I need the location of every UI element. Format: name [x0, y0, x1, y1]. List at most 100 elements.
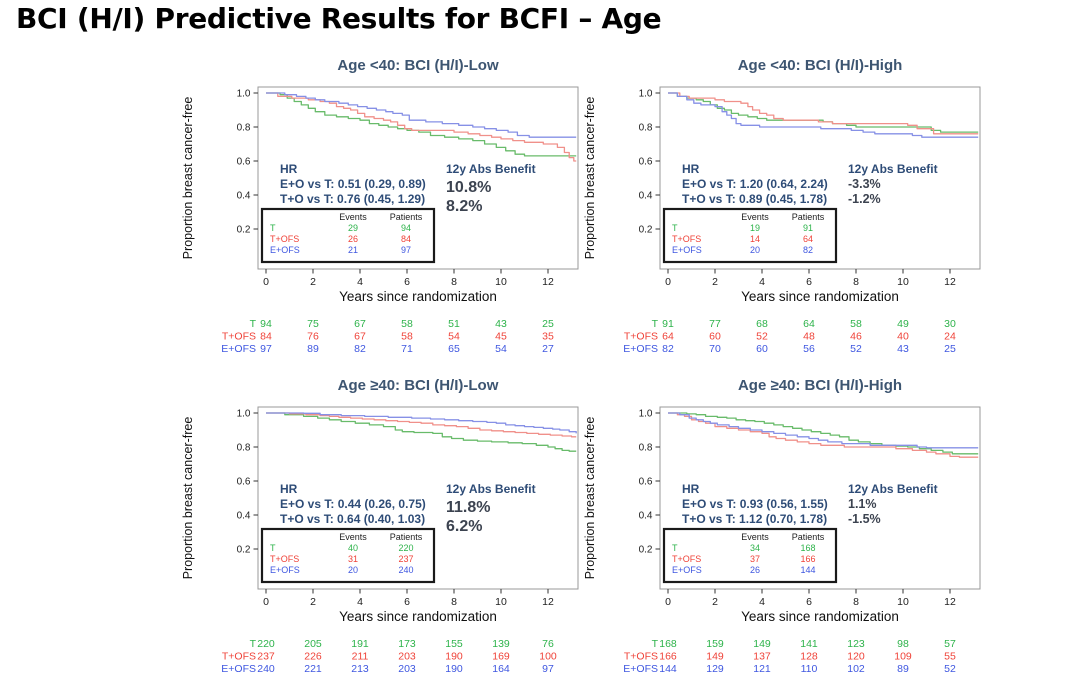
risk-label: E+OFS	[623, 343, 658, 355]
plot-frame	[257, 406, 579, 590]
km-curve-E+OFS	[266, 412, 577, 434]
plot-frame	[659, 86, 981, 270]
risk-count: 149	[706, 651, 724, 663]
hr-line: E+O vs T: 0.93 (0.56, 1.55)	[682, 497, 828, 511]
risk-count: 43	[897, 343, 909, 355]
risk-count: 65	[448, 343, 460, 355]
x-tick-label: 6	[806, 596, 812, 608]
inset-events: 20	[348, 565, 358, 575]
risk-count: 24	[944, 331, 956, 343]
x-tick-label: 2	[712, 596, 718, 608]
inset-header-patients: Patients	[390, 532, 423, 542]
x-tick-label: 6	[404, 596, 410, 608]
inset-series-name: T	[672, 543, 678, 553]
x-tick-label: 2	[310, 596, 316, 608]
inset-series-name: T+OFS	[270, 234, 299, 244]
km-curve-T+OFS	[266, 412, 577, 438]
km-panel-age-lt40-low: Age <40: BCI (H/I)-Low 0.2 0.4 0.6 0.8 1.0 0 2…	[180, 57, 580, 369]
km-curve-T	[668, 412, 979, 455]
risk-count: 64	[662, 331, 674, 343]
km-curve-T+OFS	[668, 412, 979, 458]
risk-count: 220	[257, 638, 275, 650]
inset-header-events: Events	[339, 532, 367, 542]
km-panel-age-lt40-high: Age <40: BCI (H/I)-High 0.2 0.4 0.6 0.8 1.0 0…	[582, 57, 982, 369]
panel-title: Age <40: BCI (H/I)-Low	[337, 57, 499, 74]
inset-events: 14	[750, 234, 760, 244]
risk-label: E+OFS	[221, 343, 256, 355]
risk-label: T+OFS	[624, 331, 658, 343]
risk-count: 164	[492, 663, 510, 675]
inset-series-name: T	[270, 223, 276, 233]
risk-count: 149	[753, 638, 771, 650]
inset-series-name: E+OFS	[270, 245, 300, 255]
x-axis-title: Years since randomization	[741, 289, 899, 304]
x-tick-label: 4	[759, 596, 765, 608]
risk-count: 190	[445, 663, 463, 675]
risk-count: 141	[800, 638, 818, 650]
y-axis-title: Proportion breast cancer-free	[583, 417, 597, 580]
y-tick-label: 0.6	[639, 477, 653, 488]
x-tick-label: 6	[806, 276, 812, 288]
inset-table-border	[662, 207, 838, 264]
risk-count: 89	[307, 343, 319, 355]
risk-count: 159	[706, 638, 724, 650]
km-curve-E+OFS	[266, 92, 577, 138]
x-tick-label: 10	[897, 276, 909, 288]
risk-label: T	[652, 638, 659, 650]
hr-line: T+O vs T: 0.89 (0.45, 1.78)	[682, 192, 827, 206]
hr-title: HR	[280, 162, 298, 176]
x-tick-label: 10	[897, 596, 909, 608]
benefit-value: 11.8%	[446, 499, 490, 516]
risk-count: 58	[850, 318, 862, 330]
risk-label: T	[250, 318, 257, 330]
page-title: BCI (H/I) Predictive Results for BCFI – …	[16, 2, 662, 35]
risk-count: 168	[659, 638, 677, 650]
inset-events: 34	[750, 543, 760, 553]
hr-title: HR	[682, 162, 700, 176]
benefit-value: 1.1%	[848, 497, 877, 511]
risk-count: 52	[944, 663, 956, 675]
risk-count: 49	[897, 318, 909, 330]
benefit-value: 8.2%	[446, 198, 482, 215]
inset-table-border	[260, 527, 436, 584]
benefit-value: -3.3%	[848, 177, 881, 191]
inset-events: 37	[750, 554, 760, 564]
inset-header-patients: Patients	[792, 532, 825, 542]
x-tick-label: 2	[310, 276, 316, 288]
x-tick-label: 12	[542, 276, 554, 288]
km-curve-E+OFS	[668, 412, 979, 449]
inset-series-name: E+OFS	[672, 565, 702, 575]
y-tick-label: 1.0	[639, 409, 653, 420]
hr-title: HR	[682, 482, 700, 496]
inset-events: 21	[348, 245, 358, 255]
risk-count: 67	[354, 331, 366, 343]
x-tick-label: 4	[357, 276, 363, 288]
risk-count: 43	[495, 318, 507, 330]
risk-count: 54	[495, 343, 507, 355]
inset-events: 26	[750, 565, 760, 575]
risk-count: 54	[448, 331, 460, 343]
risk-count: 75	[307, 318, 319, 330]
risk-label: E+OFS	[221, 663, 256, 675]
risk-count: 82	[662, 343, 674, 355]
risk-count: 129	[706, 663, 724, 675]
inset-patients: 168	[800, 543, 815, 553]
x-tick-label: 10	[495, 276, 507, 288]
risk-count: 60	[709, 331, 721, 343]
risk-count: 68	[756, 318, 768, 330]
inset-series-name: T	[270, 543, 276, 553]
risk-count: 58	[401, 331, 413, 343]
risk-count: 237	[257, 651, 275, 663]
risk-count: 35	[542, 331, 554, 343]
risk-count: 71	[401, 343, 413, 355]
benefit-value: 6.2%	[446, 518, 482, 535]
inset-events: 26	[348, 234, 358, 244]
km-curve-T	[266, 92, 577, 157]
risk-count: 128	[800, 651, 818, 663]
y-tick-label: 0.4	[639, 511, 653, 522]
risk-count: 82	[354, 343, 366, 355]
risk-count: 84	[260, 331, 272, 343]
benefit-title: 12y Abs Benefit	[848, 162, 938, 176]
